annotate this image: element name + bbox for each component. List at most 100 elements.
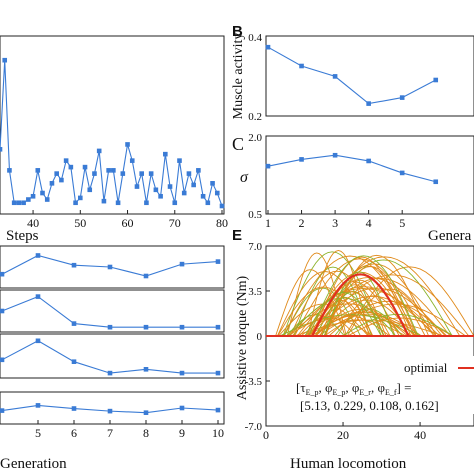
panel-a-series-point-43: [200, 193, 206, 199]
panel-e-candidate-curve-47: [311, 256, 412, 337]
panel-a-series-point-0: [0, 147, 3, 152]
panel-b-ytick-bottom: 0.2: [248, 111, 262, 123]
panel-d-subplot-0-series-point-2: [71, 262, 77, 268]
panel-b-series-point-3: [366, 101, 371, 106]
panel-a-series-point-13: [59, 177, 64, 183]
panel-a-series-point-8: [35, 168, 41, 173]
panel-a-series-point-38: [177, 158, 182, 163]
panel-e-candidate-curve-11: [291, 286, 435, 337]
panel-a-series-point-39: [181, 190, 187, 196]
panel-d-subplot-0-series-point-0: [0, 271, 5, 277]
panel-c-xtick-label-4: 5: [399, 216, 405, 230]
panel-a-series-point-27: [125, 142, 130, 147]
panel-d-subplot-1-series-point-4: [143, 324, 149, 330]
panel-e-ytick-label-2: 0: [257, 331, 263, 343]
panel-d-subplot-frame-2: [0, 333, 225, 379]
panel-a-series-line: [0, 60, 223, 207]
panel-a-series-point-17: [77, 195, 83, 201]
panel-a-series-point-11: [49, 181, 55, 186]
panel-d-subplot-frame-0: [0, 245, 225, 289]
panel-a-series-point-12: [54, 171, 59, 176]
panel-d-subplot-0-series-point-5: [179, 261, 185, 267]
panel-d-subplot-0-series-point-6: [215, 259, 221, 264]
panel-a-xtick-label-2: 60: [122, 216, 134, 230]
panel-d-subplot-2-series-point-3: [107, 370, 113, 376]
panel-d-xtick-label-5: 10: [212, 426, 224, 440]
panel-a-series-point-46: [214, 190, 220, 196]
panel-d-subplot-3-series-point-2: [71, 406, 77, 411]
panel-b-series-point-2: [332, 74, 338, 79]
panel-c-series-point-1: [299, 157, 304, 162]
panel-a-series-point-19: [87, 187, 93, 193]
panel-a-series-point-40: [186, 171, 192, 176]
panel-c-xtick-label-1: 2: [299, 216, 305, 230]
panel-e-candidate-curve-52: [287, 303, 408, 337]
panel-d: 5 6 7 8 9 10 Generation: [0, 245, 225, 472]
panel-b-series-line: [267, 46, 436, 105]
panel-a-series-point-26: [120, 171, 126, 176]
panel-e-xtick-label-2: 40: [414, 428, 426, 442]
panel-a-series-point-33: [153, 187, 159, 193]
panel-d-subplot-1-series-point-0: [0, 308, 5, 314]
panel-b-frame: [265, 35, 474, 117]
panel-e-candidate-curve-26: [275, 269, 346, 337]
panel-e-ytick-label-1: 3.5: [248, 286, 262, 298]
panel-d-subplot-frame-1: [0, 289, 225, 333]
panel-d-xtick-label-3: 8: [143, 426, 149, 440]
panel-d-subplot-0-series-point-3: [107, 264, 113, 270]
panel-a-series-point-4: [16, 200, 22, 206]
panel-e-ytick-label-4: -7.0: [245, 421, 263, 433]
panel-c-xtick-label-2: 3: [332, 216, 338, 230]
panel-d-subplot-2-series-point-2: [71, 359, 77, 364]
panel-a-series-point-30: [139, 171, 145, 176]
panel-c-xtick-label-3: 4: [366, 216, 372, 230]
panel-a-series-point-23: [106, 168, 111, 173]
panel-a-series-point-14: [63, 158, 69, 163]
panel-c-ylabel: σ: [240, 169, 249, 186]
panel-c-series-point-4: [399, 170, 405, 176]
panel-d-subplot-frame-3: [0, 391, 225, 425]
panel-d-subplot-2-series-point-5: [179, 370, 185, 376]
panel-d-subplot-3-series-point-1: [35, 403, 41, 408]
panel-c: C 2.0 0.5 σ 1 2 3 4 5 Genera: [232, 132, 474, 244]
panel-e-annotation-line2: [5.13, 0.229, 0.108, 0.162]: [300, 398, 439, 413]
panel-a-xlabel: Steps: [6, 228, 39, 244]
panel-e-candidate-curve-58: [308, 255, 419, 337]
panel-d-subplot-2-series-point-4: [143, 367, 149, 372]
panel-d-subplot-3-series-point-4: [143, 410, 149, 415]
panel-b-series-point-4: [399, 95, 405, 100]
panel-b-ylabel: Muscle activity: [231, 33, 246, 120]
panel-e-xtick-label-0: 0: [263, 428, 269, 442]
panel-d-xtick-label-1: 6: [71, 426, 77, 440]
panel-a-series-point-41: [191, 182, 196, 188]
panel-a-series-point-2: [7, 168, 12, 173]
panel-d-subplot-2-series-point-6: [215, 370, 221, 376]
panel-d-xtick-label-0: 5: [35, 426, 41, 440]
panel-b-ytick-top: 0.4: [248, 32, 262, 44]
panel-e-annotation-line1: [τE_p, φE_p, φE_r, φE_f] =: [296, 380, 411, 397]
panel-a-xtick-label-1: 50: [74, 216, 86, 230]
panel-a-series-point-10: [44, 197, 50, 202]
panel-c-frame: [265, 135, 474, 215]
panel-d-subplot-2-series-line: [1, 340, 218, 374]
panel-a-series-point-45: [210, 181, 215, 186]
panel-a-xtick-label-4: 80: [216, 216, 228, 230]
panel-e-candidate-curve-45: [307, 250, 370, 337]
panel-e-candidate-curve-40: [314, 311, 411, 337]
panel-a: 40 50 60 70 80 Steps: [0, 35, 228, 244]
panel-e-legend-box: [380, 356, 474, 414]
panel-c-xlabel: Genera: [428, 228, 472, 244]
panel-d-subplot-3-series-point-3: [107, 408, 113, 414]
panel-a-xtick-label-3: 70: [169, 216, 181, 230]
panel-e-ytick-label-0: 7.0: [248, 241, 262, 253]
panel-a-series-point-42: [196, 168, 201, 173]
panel-c-series-point-5: [433, 179, 439, 185]
panel-a-series-point-1: [2, 57, 8, 63]
panel-e-candidate-curve-57: [298, 315, 357, 337]
panel-d-xtick-label-4: 9: [179, 426, 185, 440]
panel-c-xtick-label-0: 1: [265, 216, 271, 230]
panel-d-subplot-1-series-point-2: [71, 321, 77, 326]
panel-e-candidate-curve-50: [288, 297, 397, 337]
panel-a-series-point-24: [111, 168, 116, 173]
panel-a-series-point-15: [68, 164, 74, 170]
